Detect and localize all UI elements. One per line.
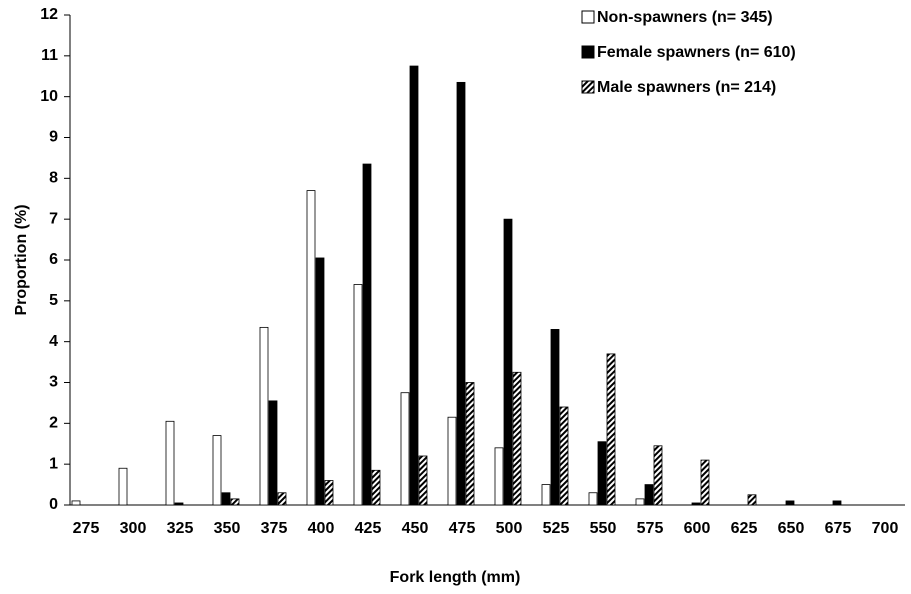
- x-tick-label: 550: [590, 520, 617, 537]
- bar: [700, 459, 710, 506]
- y-axis-title: Proportion (%): [13, 204, 30, 315]
- y-tick-label: 10: [40, 88, 58, 105]
- bar: [174, 502, 184, 506]
- y-tick-label: 0: [49, 496, 58, 513]
- y-tick-label: 2: [49, 415, 58, 432]
- bar: [559, 406, 569, 506]
- x-tick-label: 625: [731, 520, 758, 537]
- y-tick-label: 5: [49, 292, 58, 309]
- legend-swatch: [581, 10, 595, 24]
- bar: [541, 484, 551, 506]
- y-tick-label: 12: [40, 6, 58, 23]
- bar: [230, 498, 240, 506]
- x-tick-label: 700: [872, 520, 899, 537]
- bar: [644, 484, 654, 506]
- bar: [747, 494, 757, 506]
- x-tick-label: 575: [637, 520, 664, 537]
- bar: [118, 467, 128, 506]
- bar: [362, 163, 372, 506]
- x-tick-label: 525: [543, 520, 570, 537]
- bar: [597, 441, 607, 506]
- bar: [324, 480, 334, 506]
- y-tick-label: 4: [49, 333, 58, 350]
- bar: [494, 447, 504, 506]
- y-tick-label: 1: [49, 455, 58, 472]
- bar: [588, 492, 598, 506]
- legend-swatch: [581, 45, 595, 59]
- bar: [400, 392, 410, 506]
- x-tick-label: 450: [402, 520, 429, 537]
- y-tick-label: 3: [49, 374, 58, 391]
- bar: [456, 81, 466, 506]
- x-tick-label: 400: [308, 520, 335, 537]
- bar: [259, 326, 269, 506]
- bar: [465, 382, 475, 506]
- bar: [268, 400, 278, 506]
- legend-label: Non-spawners (n= 345): [597, 9, 773, 26]
- legend-label: Female spawners (n= 610): [597, 44, 796, 61]
- bar: [785, 500, 795, 506]
- bar: [165, 420, 175, 506]
- x-tick-label: 325: [167, 520, 194, 537]
- bar: [512, 371, 522, 506]
- bar: [71, 500, 81, 506]
- x-tick-label: 475: [449, 520, 476, 537]
- bar: [447, 416, 457, 506]
- x-tick-label: 275: [73, 520, 100, 537]
- bar: [691, 502, 701, 506]
- x-tick-label: 350: [214, 520, 241, 537]
- bar: [371, 469, 381, 506]
- x-tick-label: 425: [355, 520, 382, 537]
- y-tick-label: 9: [49, 129, 58, 146]
- bar: [315, 257, 325, 506]
- y-tick-label: 11: [41, 47, 58, 64]
- bar: [653, 445, 663, 506]
- bar: [212, 435, 222, 506]
- x-tick-label: 375: [261, 520, 288, 537]
- bar: [221, 492, 231, 506]
- bar: [409, 65, 419, 506]
- x-tick-label: 500: [496, 520, 523, 537]
- bar: [550, 329, 560, 506]
- x-tick-label: 650: [778, 520, 805, 537]
- bar: [306, 190, 316, 506]
- bar: [503, 218, 513, 506]
- bar: [832, 500, 842, 506]
- x-axis-title: Fork length (mm): [390, 569, 521, 586]
- y-tick-label: 6: [49, 251, 58, 268]
- y-tick-label: 7: [49, 210, 58, 227]
- legend-label: Male spawners (n= 214): [597, 79, 776, 96]
- bar: [353, 284, 363, 506]
- bar: [606, 353, 616, 506]
- x-tick-label: 300: [120, 520, 147, 537]
- bar: [635, 498, 645, 506]
- x-tick-label: 675: [825, 520, 852, 537]
- x-tick-label: 600: [684, 520, 711, 537]
- bar: [277, 492, 287, 506]
- y-tick-label: 8: [49, 170, 58, 187]
- legend-swatch: [581, 80, 595, 94]
- bar: [418, 455, 428, 506]
